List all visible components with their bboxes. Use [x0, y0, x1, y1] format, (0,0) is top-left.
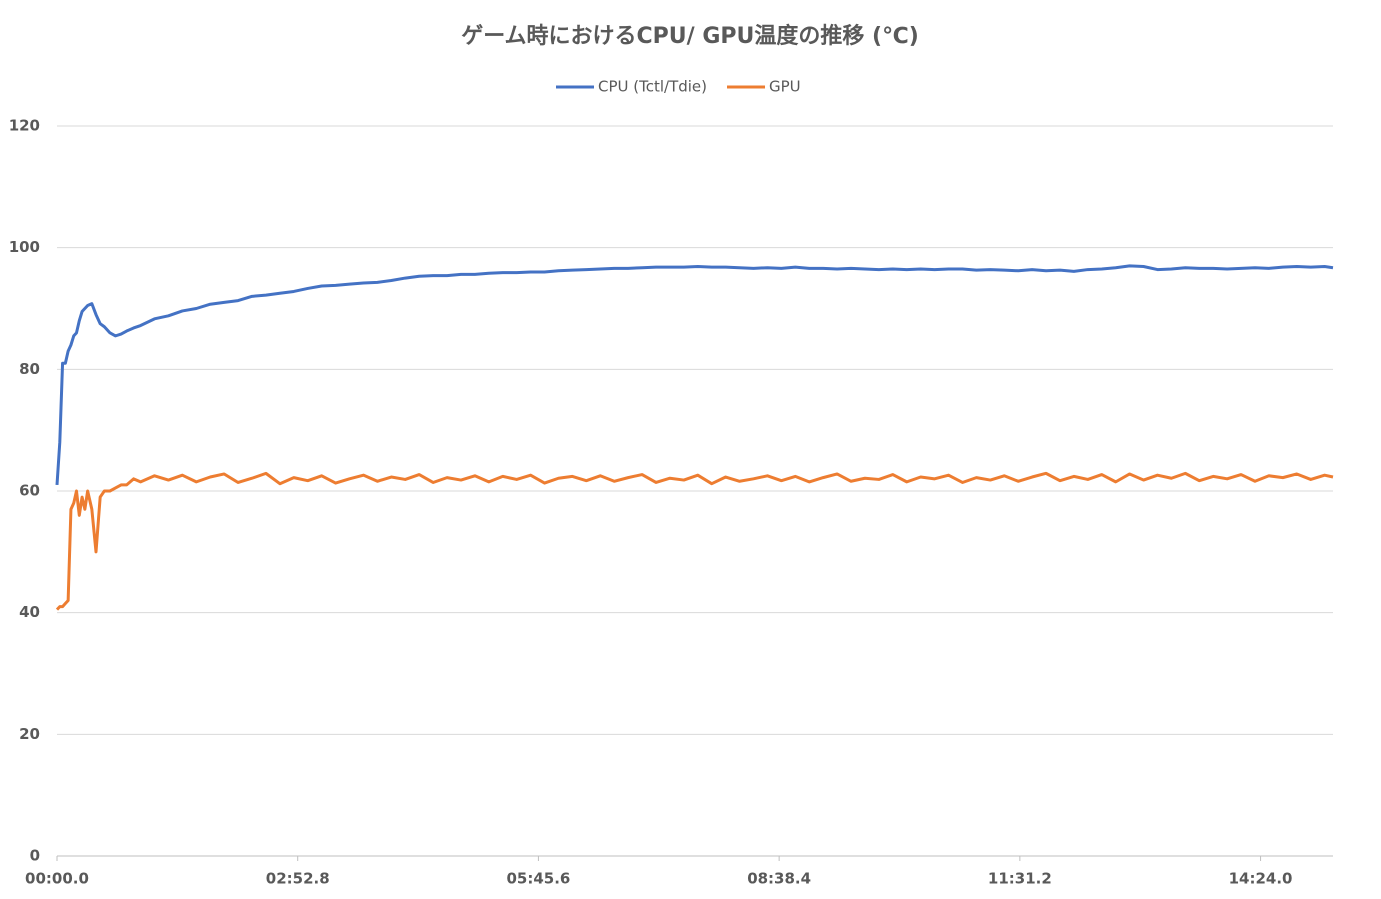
y-tick-label: 40 [19, 603, 40, 621]
x-tick-label: 00:00.0 [25, 870, 89, 888]
x-tick-label: 14:24.0 [1229, 870, 1293, 888]
legend-label: GPU [769, 78, 801, 96]
series-line [55, 471, 1334, 611]
legend-label: CPU (Tctl/Tdie) [598, 78, 707, 96]
y-tick-label: 60 [19, 482, 40, 500]
y-tick-label: 120 [9, 117, 40, 135]
x-tick-label: 02:52.8 [266, 870, 330, 888]
x-tick-label: 05:45.6 [506, 870, 570, 888]
y-tick-label: 80 [19, 360, 40, 378]
x-tick-label: 11:31.2 [988, 870, 1052, 888]
x-tick-label: 08:38.4 [747, 870, 811, 888]
chart-title: ゲーム時におけるCPU/ GPU温度の推移 (℃) [461, 23, 919, 49]
series-line [55, 264, 1334, 486]
y-tick-label: 0 [30, 847, 40, 865]
y-tick-label: 20 [19, 725, 40, 743]
y-tick-label: 100 [9, 238, 40, 256]
